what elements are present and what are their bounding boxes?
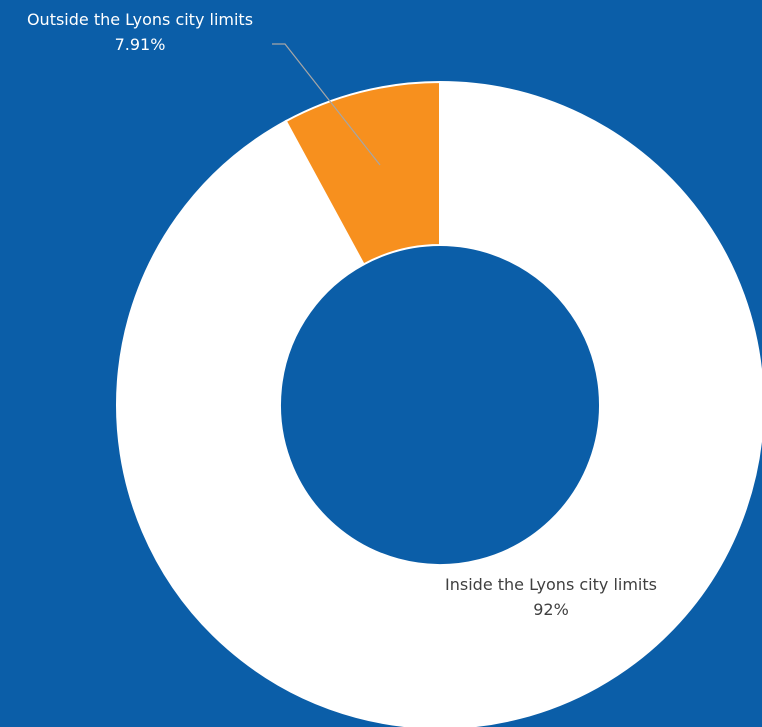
slice: [116, 80, 762, 727]
slice-name: Outside the Lyons city limits: [26, 10, 254, 29]
data-label: Outside the Lyons city limits 7.91%: [14, 7, 266, 57]
slice: [284, 80, 441, 266]
slice-value: 7.91%: [114, 35, 166, 54]
slice-value: 92%: [533, 600, 569, 619]
leader-line: [272, 43, 381, 166]
data-label: Inside the Lyons city limits 92%: [436, 572, 666, 622]
slice-name: Inside the Lyons city limits: [445, 575, 657, 594]
